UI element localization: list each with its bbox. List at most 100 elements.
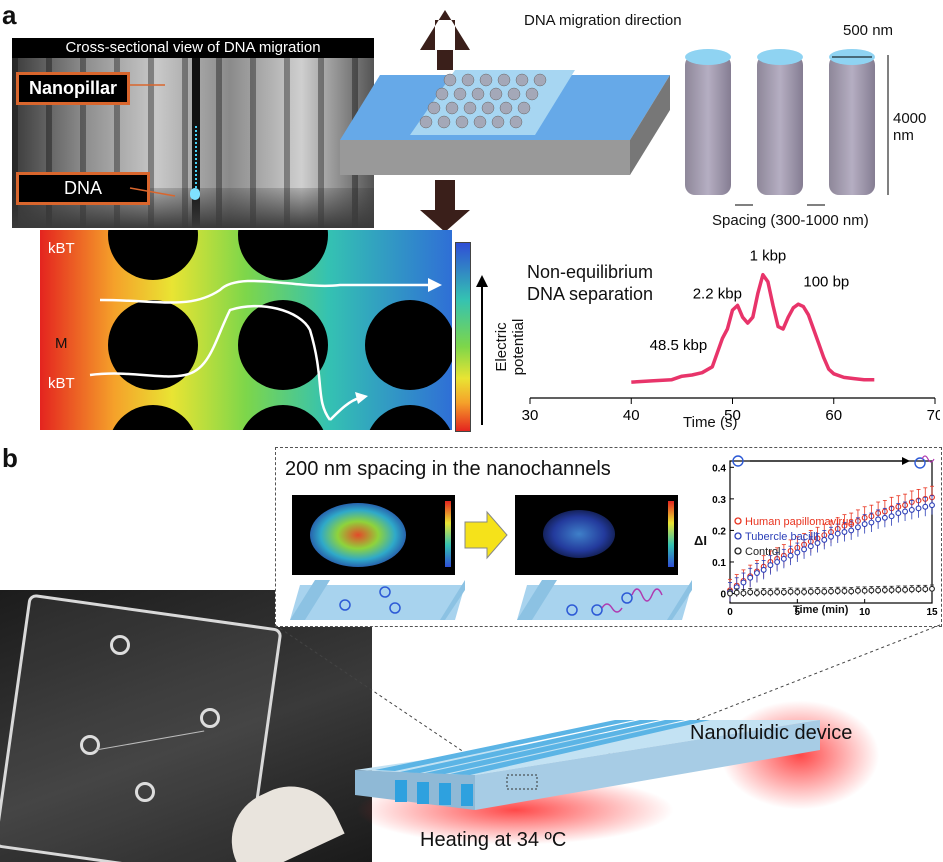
chart2-point xyxy=(902,508,909,515)
chart2-point xyxy=(821,536,828,543)
chart1-annotation: 2.2 kbp xyxy=(693,285,742,302)
chart2-point xyxy=(841,588,848,594)
kbt2-label: kBT xyxy=(48,375,75,392)
pillar-1 xyxy=(685,49,731,195)
panel-b-letter: b xyxy=(2,443,18,473)
chart2-point xyxy=(821,588,828,595)
chart1-xtick-label: 40 xyxy=(623,407,640,424)
chart2-point xyxy=(848,588,855,595)
chart2-point xyxy=(875,516,882,523)
chart2-point xyxy=(740,590,747,597)
chart2-point xyxy=(908,506,915,513)
nanopillar-tag: Nanopillar xyxy=(16,72,131,105)
chart2-xtick-label: 0 xyxy=(727,607,733,618)
chart2-point xyxy=(801,546,808,553)
chart2-xtick-label: 10 xyxy=(859,607,871,618)
chart2-point xyxy=(868,587,875,594)
chart2-point xyxy=(801,589,808,595)
chart2-point xyxy=(922,503,929,510)
chart2-point xyxy=(794,549,801,556)
legend-tb: Tubercle bacilli xyxy=(745,531,818,543)
chart1-xtick-label: 70 xyxy=(927,407,940,424)
chart2-legend-marker xyxy=(734,547,742,555)
colorbar xyxy=(455,242,471,432)
chart1-xtick-label: 60 xyxy=(825,407,842,424)
chart2-ytick-label: 0 xyxy=(720,590,726,601)
chart2-point xyxy=(881,514,888,521)
chart2-point xyxy=(767,562,774,569)
chart2-point xyxy=(740,579,747,586)
chart2-point xyxy=(929,585,935,592)
chart2-ytick-label: 0.2 xyxy=(712,526,726,537)
chart2-point xyxy=(902,586,909,593)
chart2-legend-marker xyxy=(734,532,742,540)
chart2-point xyxy=(908,586,915,593)
sem-title: Cross-sectional view of DNA migration xyxy=(12,38,374,58)
chart2-point xyxy=(848,527,855,534)
chart2-point xyxy=(780,555,787,562)
chart2-point xyxy=(780,589,787,596)
chart1-xtick-label: 30 xyxy=(522,407,539,424)
chart1: 30 40 50 60 70 48.5 kbp 2.2 kbp 1 kbp 100 bp xyxy=(522,248,940,424)
inset-title: 200 nm spacing in the nanochannels xyxy=(285,458,611,480)
chart2-point xyxy=(888,513,895,520)
device-3d xyxy=(340,10,670,232)
chart2-legend-marker xyxy=(734,517,742,525)
channel-after xyxy=(517,580,692,620)
chart2-point xyxy=(861,521,868,528)
m-label: M xyxy=(55,335,68,352)
chart1-annotation: 1 kbp xyxy=(750,248,787,265)
chart2-xtick-label: 5 xyxy=(795,607,801,618)
chart2-xtick-label: 15 xyxy=(926,607,938,618)
spacing-label: Spacing (300-1000 nm) xyxy=(712,212,869,229)
chart1-xtick-label: 50 xyxy=(724,407,741,424)
chart2-ylabel: ΔI xyxy=(694,533,707,548)
migration-arrow xyxy=(420,10,470,50)
fluor-image-after xyxy=(515,495,678,575)
chart1-annotation: 48.5 kbp xyxy=(650,337,708,354)
chart2-point xyxy=(767,589,774,596)
chart2-arrow-head xyxy=(902,457,910,465)
panel-a-letter: a xyxy=(2,0,17,30)
chart2-point xyxy=(760,589,767,596)
height-label: 4000 nm xyxy=(893,110,927,144)
chart2-capsule-icon xyxy=(732,455,744,467)
colorbar-arrow xyxy=(476,275,488,425)
chart2-ytick-label: 0.3 xyxy=(712,495,726,506)
chart2-point xyxy=(774,559,781,565)
chart2-ytick-label: 0.4 xyxy=(712,463,726,474)
chart2-point xyxy=(895,586,902,593)
chart1-title-line2: DNA separation xyxy=(527,284,654,304)
device-photo xyxy=(0,590,372,862)
chart2-point xyxy=(895,510,902,517)
chart1-annotation: 100 bp xyxy=(803,274,849,291)
chart2-point xyxy=(787,588,794,595)
dna-trace xyxy=(195,126,199,196)
chart2-xlabel: Time (min) xyxy=(793,604,849,616)
simulation-map xyxy=(40,230,452,430)
pillar-diagram xyxy=(685,49,889,206)
chart2-point xyxy=(814,588,821,595)
chart2-point xyxy=(747,574,754,581)
chart2-point xyxy=(834,588,841,594)
chart2-point xyxy=(747,589,754,596)
chart1-xlabel: Time (s) xyxy=(683,414,738,431)
chart2-point xyxy=(841,529,848,535)
dna-blob xyxy=(190,188,200,200)
chart2-point xyxy=(787,552,794,559)
chart2-point xyxy=(828,588,834,595)
chart2-point xyxy=(834,530,841,537)
chart2: 0 0.1 0.2 0.3 0.4 0 5 10 15 xyxy=(712,455,938,618)
dna-tag: DNA xyxy=(16,172,150,205)
legend-control: Control xyxy=(745,546,781,558)
chart2-point xyxy=(861,587,868,594)
chart2-point xyxy=(854,587,861,594)
chart2-dna-icon xyxy=(921,455,935,463)
chart2-point xyxy=(733,589,740,596)
chart2-point xyxy=(868,519,875,526)
channel-before xyxy=(290,580,465,620)
kbt-label: kBT xyxy=(48,240,75,257)
chart2-point xyxy=(875,587,882,594)
chart2-ytick-label: 0.1 xyxy=(712,558,726,569)
